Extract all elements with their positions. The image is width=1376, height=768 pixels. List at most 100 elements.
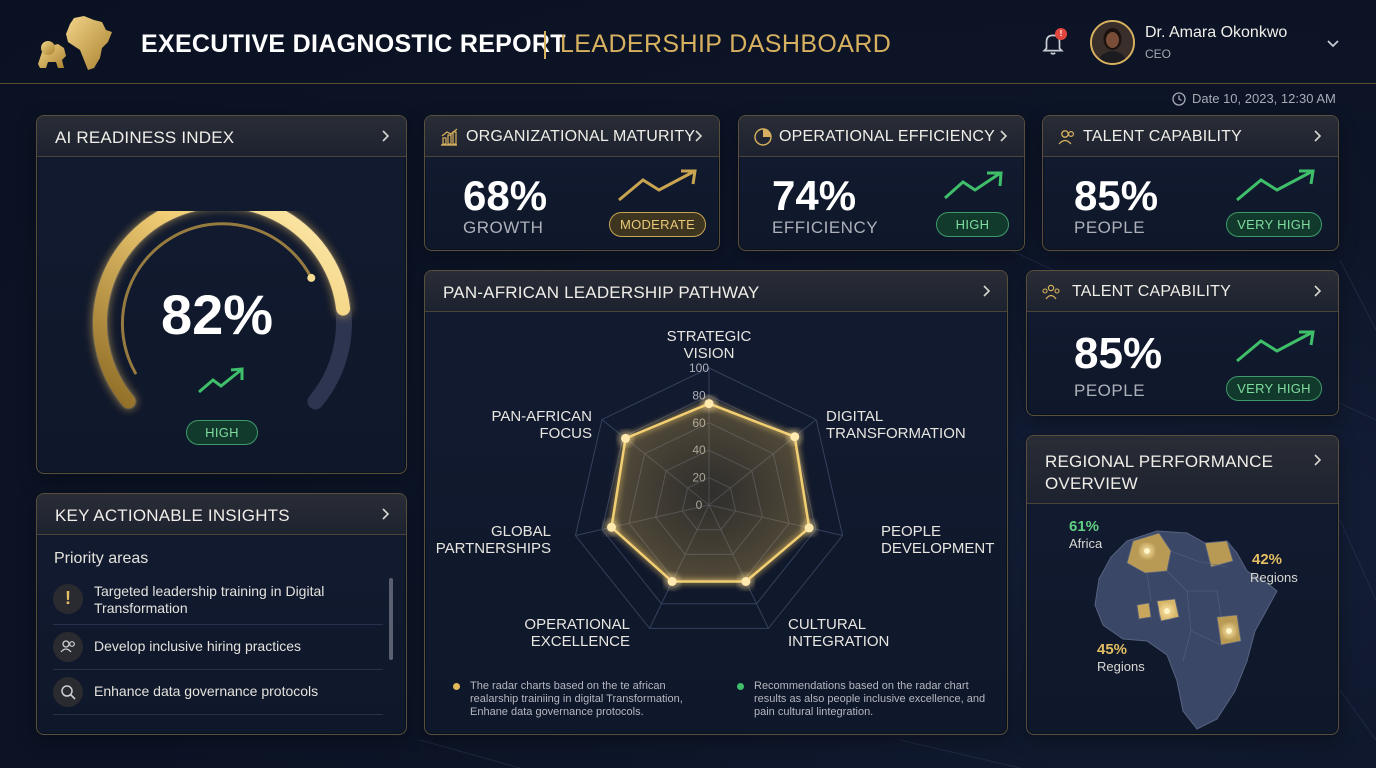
panel-title: OPERATIONAL EFFICIENCY bbox=[779, 128, 995, 145]
panel-header: KEY ACTIONABLE INSIGHTS bbox=[37, 494, 406, 535]
search-icon bbox=[53, 677, 83, 707]
panel-title: AI READINESS INDEX bbox=[55, 128, 235, 147]
metric-label: PEOPLE bbox=[1074, 218, 1146, 237]
status-badge: VERY HIGH bbox=[1226, 376, 1322, 401]
africa-map bbox=[1094, 530, 1278, 730]
panel-title: ORGANIZATIONAL MATURITY bbox=[466, 128, 696, 145]
panel-title: PAN-AFRICAN LEADERSHIP PATHWAY bbox=[443, 283, 760, 302]
region-pct: 61% bbox=[1069, 518, 1100, 535]
chevron-right-icon[interactable] bbox=[979, 284, 993, 298]
list-item[interactable]: ! Targeted leadership training in Digita… bbox=[53, 580, 383, 625]
panel-header: ORGANIZATIONAL MATURITY bbox=[425, 116, 719, 157]
pie-chart-icon bbox=[754, 128, 772, 146]
trend-up-icon bbox=[1236, 169, 1315, 202]
radar-category-label: DIGITAL TRANSFORMATION bbox=[826, 408, 966, 442]
readiness-gauge bbox=[90, 211, 353, 411]
radar-point bbox=[607, 522, 616, 532]
metric-label: GROWTH bbox=[463, 218, 544, 237]
chevron-right-icon[interactable] bbox=[378, 507, 392, 521]
user-name: Dr. Amara Okonkwo bbox=[1145, 24, 1288, 41]
metric-label: PEOPLE bbox=[1074, 381, 1146, 400]
radar-tick-label: 100 bbox=[689, 361, 709, 375]
insights-subtitle: Priority areas bbox=[54, 550, 149, 567]
chevron-down-icon[interactable] bbox=[1325, 35, 1341, 51]
exclamation-icon: ! bbox=[53, 584, 83, 614]
people-icon bbox=[1058, 130, 1075, 145]
panel-title: REGIONAL PERFORMANCE OVERVIEW bbox=[1045, 452, 1274, 493]
insight-text: Enhance data governance protocols bbox=[94, 683, 319, 699]
organizational-maturity-card: ORGANIZATIONAL MATURITY 68% GROWTH MODER… bbox=[424, 115, 720, 251]
list-item[interactable]: Enhance data governance protocols bbox=[53, 675, 383, 715]
metric-value: 85% bbox=[1074, 329, 1163, 378]
africa-lion-logo bbox=[38, 16, 112, 70]
radar-category-label: STRATEGIC VISION bbox=[666, 328, 752, 362]
radar-category-label: PEOPLE DEVELOPMENT bbox=[881, 523, 995, 557]
region-label: Regions bbox=[1097, 659, 1145, 674]
status-badge: VERY HIGH bbox=[1226, 212, 1322, 237]
avatar[interactable] bbox=[1090, 20, 1135, 65]
chevron-right-icon[interactable] bbox=[1310, 129, 1324, 143]
legend-dot-green bbox=[737, 683, 744, 690]
panel-title: TALENT CAPABILITY bbox=[1072, 283, 1232, 300]
radar-category-label: CULTURAL INTEGRATION bbox=[788, 616, 890, 650]
radar-point bbox=[741, 577, 751, 586]
status-badge: HIGH bbox=[936, 212, 1009, 237]
talent-capability-card: TALENT CAPABILITY 85% PEOPLE VERY HIGH bbox=[1042, 115, 1339, 251]
radar-series-area bbox=[610, 402, 811, 583]
radar-chart: 020406080100 bbox=[574, 361, 844, 629]
metric-value: 68% bbox=[463, 172, 548, 219]
top-header: EXECUTIVE DIAGNOSTIC REPORT LEADERSHIP D… bbox=[0, 0, 1376, 84]
user-role: CEO bbox=[1145, 47, 1172, 61]
user-portrait-icon bbox=[1092, 22, 1133, 63]
panel-header: OPERATIONAL EFFICIENCY bbox=[739, 116, 1024, 157]
bar-chart-icon bbox=[441, 128, 458, 146]
trend-up-icon bbox=[198, 367, 244, 394]
region-label: Regions bbox=[1250, 570, 1298, 585]
operational-efficiency-card: OPERATIONAL EFFICIENCY 74% EFFICIENCY HI… bbox=[738, 115, 1025, 251]
page-title: EXECUTIVE DIAGNOSTIC REPORT bbox=[141, 30, 566, 58]
insights-panel: KEY ACTIONABLE INSIGHTS Priority areas !… bbox=[36, 493, 407, 735]
talent-capability-card-secondary: TALENT CAPABILITY 85% PEOPLE VERY HIGH bbox=[1026, 270, 1339, 416]
status-badge: MODERATE bbox=[609, 212, 706, 237]
chevron-right-icon[interactable] bbox=[378, 129, 392, 143]
gauge-knob bbox=[307, 273, 316, 282]
panel-header: REGIONAL PERFORMANCE OVERVIEW bbox=[1027, 436, 1338, 504]
panel-title: TALENT CAPABILITY bbox=[1083, 128, 1243, 145]
radar-point bbox=[667, 577, 677, 586]
panel-header: AI READINESS INDEX bbox=[37, 116, 406, 157]
radar-category-label: GLOBAL PARTNERSHIPS bbox=[435, 523, 551, 557]
radar-point bbox=[790, 432, 800, 442]
gauge-inner-arc bbox=[120, 222, 313, 375]
trend-up-icon bbox=[618, 169, 697, 202]
list-item[interactable]: Develop inclusive hiring practices bbox=[53, 630, 383, 670]
gauge-fill bbox=[92, 211, 351, 409]
panel-header: TALENT CAPABILITY bbox=[1043, 116, 1338, 157]
radar-note-right: Recommendations based on the radar chart… bbox=[754, 680, 986, 718]
ai-readiness-panel: AI READINESS INDEX 82% HIGH bbox=[36, 115, 407, 474]
chevron-right-icon[interactable] bbox=[1310, 453, 1324, 467]
metric-value: 85% bbox=[1074, 172, 1159, 219]
radar-grid-ring bbox=[574, 367, 844, 629]
leadership-pathway-panel: PAN-AFRICAN LEADERSHIP PATHWAY 020406080… bbox=[424, 270, 1008, 735]
radar-point bbox=[804, 523, 814, 533]
region-pct: 42% bbox=[1252, 551, 1283, 568]
insight-text: Targeted leadership training in Digital … bbox=[94, 583, 325, 616]
chevron-right-icon[interactable] bbox=[691, 129, 705, 143]
region-label: Africa bbox=[1069, 536, 1103, 551]
team-icon bbox=[1042, 284, 1060, 300]
chevron-right-icon[interactable] bbox=[996, 129, 1010, 143]
people-icon bbox=[53, 632, 83, 662]
page-subtitle: LEADERSHIP DASHBOARD bbox=[560, 30, 892, 58]
scrollbar[interactable] bbox=[389, 578, 393, 660]
panel-title: KEY ACTIONABLE INSIGHTS bbox=[55, 506, 290, 525]
bell-icon[interactable] bbox=[1040, 30, 1066, 56]
notification-badge: ! bbox=[1055, 28, 1067, 40]
trend-up-icon bbox=[944, 171, 1003, 200]
readiness-value: 82% bbox=[161, 283, 274, 346]
chevron-right-icon[interactable] bbox=[1310, 284, 1324, 298]
title-divider bbox=[544, 31, 546, 59]
insight-text: Develop inclusive hiring practices bbox=[94, 638, 301, 654]
panel-header: PAN-AFRICAN LEADERSHIP PATHWAY bbox=[425, 271, 1007, 312]
panel-header: TALENT CAPABILITY bbox=[1027, 271, 1338, 312]
region-pct: 45% bbox=[1097, 641, 1128, 658]
